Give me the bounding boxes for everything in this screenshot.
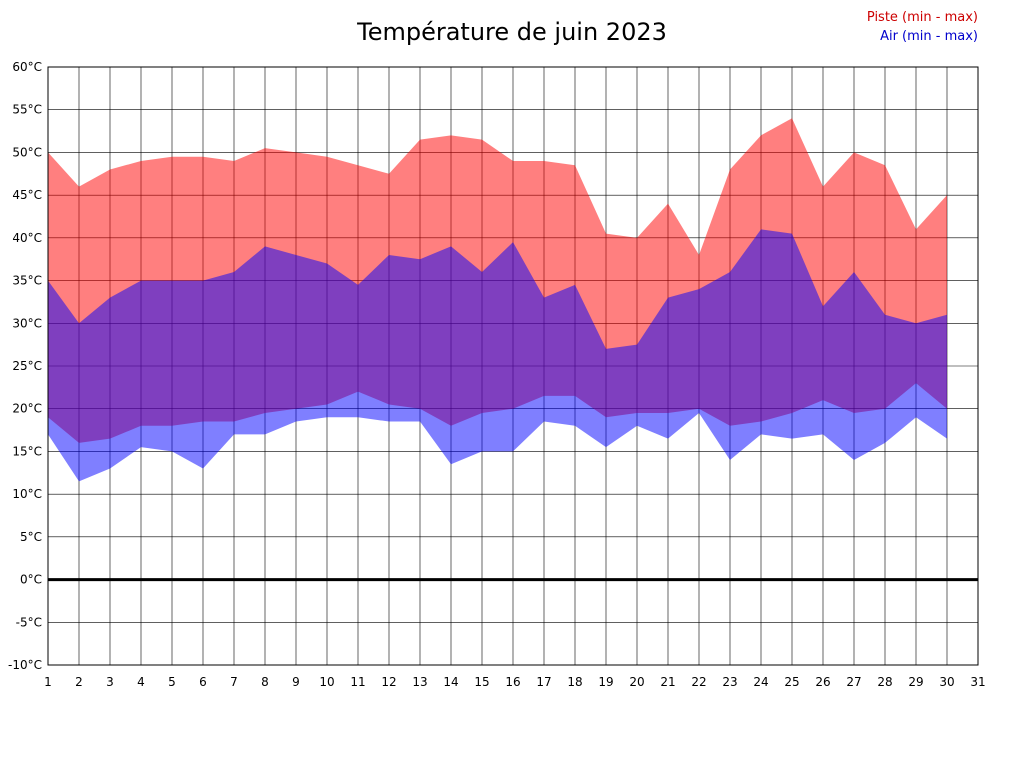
x-tick-label: 30 [939,675,954,689]
x-tick-label: 14 [443,675,458,689]
y-tick-label: -10°C [8,658,42,672]
y-tick-label: 60°C [12,60,42,74]
x-tick-label: 1 [44,675,52,689]
y-tick-label: 40°C [12,231,42,245]
x-tick-label: 31 [970,675,985,689]
x-tick-label: 24 [753,675,768,689]
x-tick-label: 3 [106,675,114,689]
chart-title: Température de juin 2023 [357,18,667,46]
x-tick-label: 21 [660,675,675,689]
x-tick-label: 16 [505,675,520,689]
x-tick-label: 25 [784,675,799,689]
x-tick-label: 8 [261,675,269,689]
x-tick-label: 6 [199,675,207,689]
y-tick-label: 50°C [12,145,42,159]
chart-legend: Piste (min - max) Air (min - max) [867,8,978,46]
x-tick-label: 7 [230,675,238,689]
x-tick-label: 29 [908,675,923,689]
x-tick-label: 12 [381,675,396,689]
x-tick-label: 4 [137,675,145,689]
y-tick-label: 35°C [12,274,42,288]
x-tick-label: 2 [75,675,83,689]
x-tick-label: 17 [536,675,551,689]
legend-air: Air (min - max) [880,29,978,44]
y-tick-label: 15°C [12,444,42,458]
x-tick-label: 18 [567,675,582,689]
x-tick-label: 20 [629,675,644,689]
x-tick-label: 23 [722,675,737,689]
y-tick-label: 45°C [12,188,42,202]
y-tick-label: 55°C [12,103,42,117]
x-tick-label: 15 [474,675,489,689]
x-tick-label: 5 [168,675,176,689]
y-tick-label: 5°C [20,530,42,544]
y-tick-label: -5°C [16,615,42,629]
y-tick-label: 30°C [12,316,42,330]
x-tick-label: 28 [877,675,892,689]
x-tick-label: 27 [846,675,861,689]
plot-border [47,66,979,666]
x-tick-label: 11 [350,675,365,689]
x-tick-label: 22 [691,675,706,689]
x-tick-label: 10 [319,675,334,689]
x-tick-label: 13 [412,675,427,689]
air-minmax-band [48,229,947,482]
legend-piste: Piste (min - max) [866,10,978,25]
y-tick-label: 20°C [12,402,42,416]
x-tick-label: 9 [292,675,300,689]
x-tick-label: 26 [815,675,830,689]
y-tick-label: 0°C [20,573,42,587]
y-tick-label: 25°C [12,359,42,373]
x-tick-label: 19 [598,675,613,689]
y-tick-label: 10°C [12,487,42,501]
